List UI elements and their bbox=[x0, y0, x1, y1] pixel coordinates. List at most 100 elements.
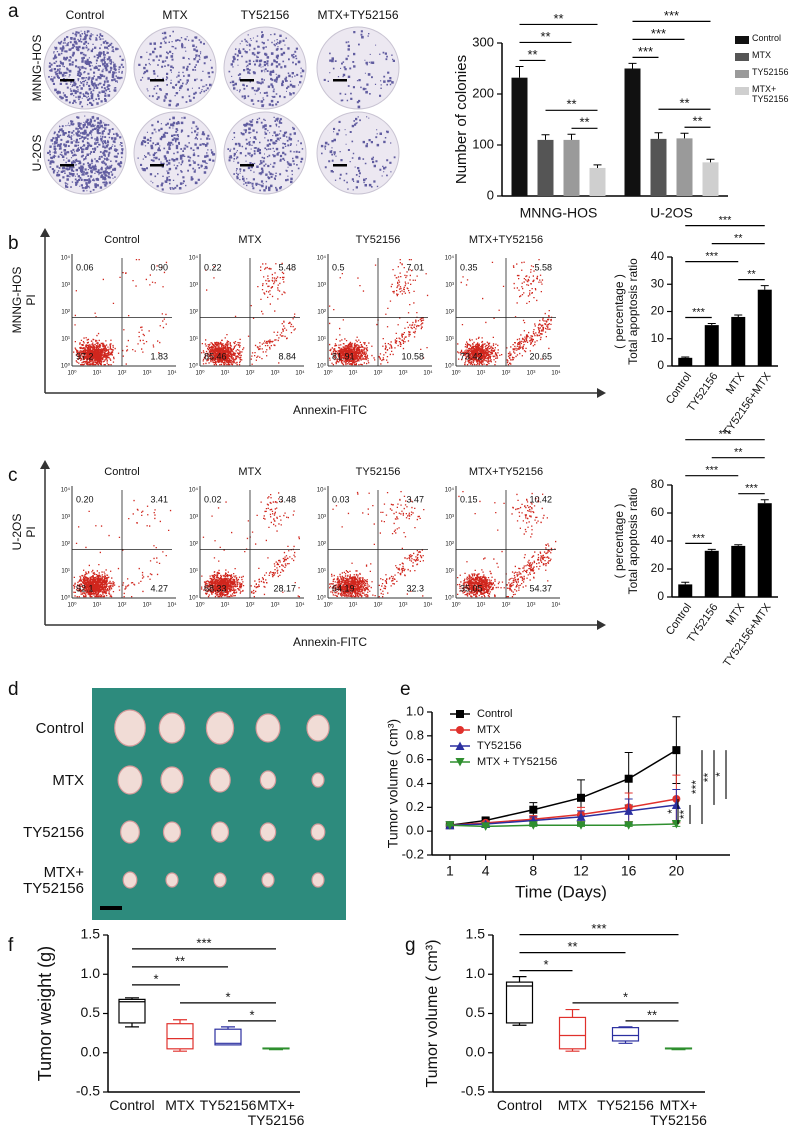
arrow-head bbox=[597, 388, 606, 398]
tumor bbox=[158, 712, 186, 744]
bar bbox=[511, 77, 528, 196]
flow-tick-label: 10⁴ bbox=[167, 370, 177, 377]
y-tick-label: 1.5 bbox=[81, 926, 101, 942]
row-label: U-2OS bbox=[30, 135, 44, 172]
flow-tick-label: 10⁴ bbox=[61, 487, 71, 494]
colonies bbox=[48, 30, 125, 108]
tumor-row-label: MTX bbox=[52, 771, 84, 789]
y-tick-label: 0 bbox=[657, 589, 664, 603]
significance-label: * bbox=[665, 809, 679, 814]
x-tick-label-box: Control bbox=[496, 1098, 543, 1113]
x-tick-label-box: TY52156 bbox=[200, 1098, 257, 1113]
x-tick-label: 12 bbox=[573, 863, 589, 879]
flow-plot-title: MTX+TY52156 bbox=[469, 234, 543, 246]
significance-label: *** bbox=[705, 251, 719, 263]
quadrant-value: 85.46 bbox=[204, 351, 227, 361]
flow-tick-label: 10³ bbox=[61, 515, 70, 521]
significance-label: ** bbox=[566, 97, 576, 112]
point bbox=[672, 746, 681, 755]
flow-tick-label: 10⁴ bbox=[445, 255, 455, 262]
column-label: Control bbox=[66, 8, 105, 22]
flow-tick-label: 10⁰ bbox=[195, 602, 205, 609]
flow-events bbox=[329, 259, 429, 366]
x-tick-label-box: MTX+ TY52156 bbox=[248, 1098, 305, 1128]
flow-tick-label: 10² bbox=[317, 310, 326, 316]
flow-tick-label: 10² bbox=[118, 603, 127, 609]
colonies bbox=[137, 116, 216, 191]
significance-label: *** bbox=[664, 8, 679, 23]
flow-tick-label: 10³ bbox=[527, 371, 536, 377]
legend-label: MTX + TY52156 bbox=[477, 756, 557, 768]
flow-tick-label: 10⁴ bbox=[295, 370, 305, 377]
significance-label: * bbox=[623, 989, 628, 1004]
significance-label: * bbox=[543, 957, 548, 972]
y-tick-label: 1.0 bbox=[466, 965, 486, 981]
flow-tick-label: 10⁴ bbox=[317, 487, 327, 494]
point bbox=[624, 821, 634, 830]
quadrant-value: 0.20 bbox=[76, 494, 94, 504]
significance-label: ** bbox=[734, 233, 743, 245]
y-axis-label: Number of colonies bbox=[453, 55, 470, 184]
flow-tick-label: 10³ bbox=[445, 283, 454, 289]
flow-tick-label: 10⁰ bbox=[317, 595, 327, 602]
flow-tick-label: 10³ bbox=[189, 283, 198, 289]
flow-tick-label: 10² bbox=[317, 542, 326, 548]
flow-y-label: PI bbox=[24, 294, 38, 305]
y-tick-label: -0.5 bbox=[461, 1083, 485, 1099]
flow-tick-label: 10¹ bbox=[93, 603, 102, 609]
quadrant-value: 0.5 bbox=[332, 262, 345, 272]
flow-tick-label: 10¹ bbox=[61, 569, 70, 575]
y-tick-label: 100 bbox=[472, 136, 494, 151]
y-tick-label: 80 bbox=[651, 477, 665, 491]
quadrant-value: 81.91 bbox=[332, 351, 355, 361]
scale-bar bbox=[333, 79, 347, 82]
legend-swatch bbox=[735, 87, 749, 95]
bar bbox=[563, 139, 580, 196]
flow-tick-label: 10⁴ bbox=[423, 602, 433, 609]
y-axis-label: ( percentage ) bbox=[612, 274, 626, 349]
panel-letter: f bbox=[8, 935, 14, 956]
significance-label: ** bbox=[175, 953, 185, 968]
flow-tick-label: 10¹ bbox=[445, 337, 454, 343]
flow-tick-label: 10³ bbox=[61, 283, 70, 289]
significance-label: ** bbox=[747, 269, 756, 281]
flow-tick-label: 10⁴ bbox=[317, 255, 327, 262]
y-axis-label: Total apoptosis ratio bbox=[626, 487, 640, 594]
y-tick-label: 200 bbox=[472, 85, 494, 100]
x-tick-label: Control bbox=[496, 1098, 543, 1113]
flow-tick-label: 10¹ bbox=[189, 337, 198, 343]
x-tick-label: 16 bbox=[621, 863, 637, 879]
significance-label: * bbox=[249, 1007, 254, 1022]
scale-bar bbox=[60, 164, 74, 167]
significance-label: *** bbox=[196, 935, 211, 950]
x-tick-label: Control bbox=[109, 1098, 155, 1113]
flow-events bbox=[329, 491, 425, 598]
tumor bbox=[311, 772, 325, 788]
quadrant-value: 3.48 bbox=[278, 494, 296, 504]
y-tick-label: 30 bbox=[651, 276, 665, 290]
flow-tick-label: 10¹ bbox=[317, 337, 326, 343]
y-axis-label: Tumor weight (g) bbox=[35, 946, 55, 1081]
tumor bbox=[311, 872, 325, 888]
flow-tick-label: 10² bbox=[445, 542, 454, 548]
flow-tick-label: 10¹ bbox=[317, 569, 326, 575]
error-bar bbox=[628, 62, 637, 69]
y-axis-label: Tumor volume ( cm³) bbox=[385, 719, 401, 848]
flow-events bbox=[457, 491, 557, 598]
flow-tick-label: 10² bbox=[374, 603, 383, 609]
flow-tick-label: 10² bbox=[502, 371, 511, 377]
series-line bbox=[449, 823, 677, 828]
box bbox=[214, 1028, 242, 1046]
flow-tick-label: 10⁰ bbox=[323, 602, 333, 609]
y-tick-label: 0.5 bbox=[81, 1004, 101, 1020]
flow-tick-label: 10² bbox=[189, 310, 198, 316]
flow-tick-label: 10³ bbox=[399, 603, 408, 609]
scale-bar bbox=[333, 164, 347, 167]
flow-tick-label: 10⁰ bbox=[61, 363, 71, 370]
y-tick-label: 0.5 bbox=[466, 1004, 486, 1020]
flow-tick-label: 10³ bbox=[143, 603, 152, 609]
scale-bar bbox=[150, 79, 164, 82]
x-tick-label: 4 bbox=[482, 863, 490, 879]
quadrant-value: 68.33 bbox=[204, 583, 227, 593]
flow-events bbox=[201, 262, 296, 366]
